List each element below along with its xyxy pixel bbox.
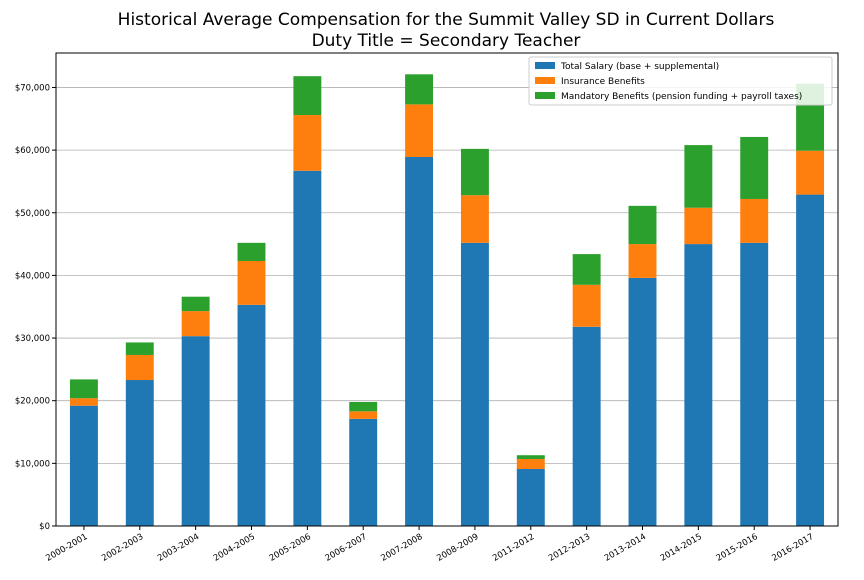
bar-salary xyxy=(293,170,322,526)
bar-salary xyxy=(237,304,266,526)
x-tick-label: 2014-2015 xyxy=(659,532,704,564)
bar-insurance xyxy=(572,284,601,327)
y-tick-label: $60,000 xyxy=(15,146,50,156)
legend-swatch xyxy=(535,77,555,84)
bar-mandatory-benefits xyxy=(349,401,378,412)
bar-salary xyxy=(69,405,98,526)
bar-insurance xyxy=(69,398,98,406)
bar-mandatory-benefits xyxy=(516,455,545,459)
bar-mandatory-benefits xyxy=(460,148,489,196)
bar-insurance xyxy=(796,150,825,195)
x-axis: 2000-2001 2002-2003 2003-2004 2004-2005 2005… xyxy=(44,526,816,564)
bar-salary xyxy=(349,418,378,526)
x-tick-label: 2002-2003 xyxy=(100,532,145,564)
bar-salary xyxy=(796,194,825,526)
bar-insurance xyxy=(628,244,657,278)
bar-salary xyxy=(181,336,210,526)
y-tick-label: $0 xyxy=(39,522,50,532)
x-tick-label: 2016-2017 xyxy=(770,532,815,564)
x-tick-label: 2011-2012 xyxy=(491,532,536,564)
x-tick-label: 2003-2004 xyxy=(156,532,201,564)
bar-insurance xyxy=(405,104,434,157)
bar-salary xyxy=(628,277,657,526)
x-tick-label: 2005-2006 xyxy=(268,532,313,564)
bar-salary xyxy=(740,242,769,527)
legend-box xyxy=(528,56,833,106)
bar-insurance xyxy=(237,260,266,305)
bar-mandatory-benefits xyxy=(684,145,713,208)
y-tick-label: $70,000 xyxy=(15,83,50,93)
y-tick-label: $30,000 xyxy=(15,334,50,344)
x-tick-label: 2000-2001 xyxy=(44,532,89,564)
chart-title-line2: Duty Title = Secondary Teacher xyxy=(312,31,581,51)
bar-salary xyxy=(405,156,434,526)
x-tick-label: 2012-2013 xyxy=(547,532,592,564)
bar-mandatory-benefits xyxy=(740,136,769,199)
legend-label: Insurance Benefits xyxy=(561,77,645,87)
bars-group xyxy=(69,74,825,527)
x-tick-label: 2008-2009 xyxy=(435,532,480,564)
grid-lines xyxy=(56,87,838,527)
bar-mandatory-benefits xyxy=(237,242,266,261)
bar-insurance xyxy=(181,311,210,337)
x-tick-label: 2004-2005 xyxy=(212,532,257,564)
bar-insurance xyxy=(293,115,322,171)
bar-insurance xyxy=(460,195,489,243)
bar-mandatory-benefits xyxy=(572,254,601,285)
bar-insurance xyxy=(740,198,769,243)
y-axis: $0 $10,000 $20,000 $30,000 $40,000 $50,000 $60… xyxy=(15,83,56,532)
y-tick-label: $20,000 xyxy=(15,397,50,407)
bar-mandatory-benefits xyxy=(69,379,98,399)
bar-mandatory-benefits xyxy=(293,76,322,116)
bar-salary xyxy=(684,244,713,526)
y-tick-label: $10,000 xyxy=(15,459,50,469)
x-tick-label: 2007-2008 xyxy=(379,532,424,564)
legend-swatch xyxy=(535,62,555,69)
x-tick-label: 2015-2016 xyxy=(715,532,760,564)
y-tick-label: $40,000 xyxy=(15,271,50,281)
bar-salary xyxy=(125,380,154,526)
bar-salary xyxy=(572,326,601,526)
chart-title-line1: Historical Average Compensation for the … xyxy=(118,10,775,30)
legend: Total Salary (base + supplemental) Insura… xyxy=(528,56,833,106)
legend-swatch xyxy=(535,92,555,99)
bar-mandatory-benefits xyxy=(405,74,434,105)
bar-insurance xyxy=(125,354,154,381)
bar-insurance xyxy=(684,207,713,245)
bar-mandatory-benefits xyxy=(181,296,210,312)
bar-mandatory-benefits xyxy=(125,342,154,355)
plot-frame xyxy=(55,52,839,527)
legend-label: Total Salary (base + supplemental) xyxy=(560,62,719,72)
x-tick-label: 2013-2014 xyxy=(603,532,648,564)
bar-insurance xyxy=(516,458,545,469)
bar-salary xyxy=(460,242,489,527)
bar-insurance xyxy=(349,411,378,419)
legend-label: Mandatory Benefits (pension funding + pa… xyxy=(561,92,802,102)
bar-mandatory-benefits xyxy=(628,205,657,245)
bar-salary xyxy=(516,468,545,526)
x-tick-label: 2006-2007 xyxy=(324,532,369,564)
y-tick-label: $50,000 xyxy=(15,209,50,219)
